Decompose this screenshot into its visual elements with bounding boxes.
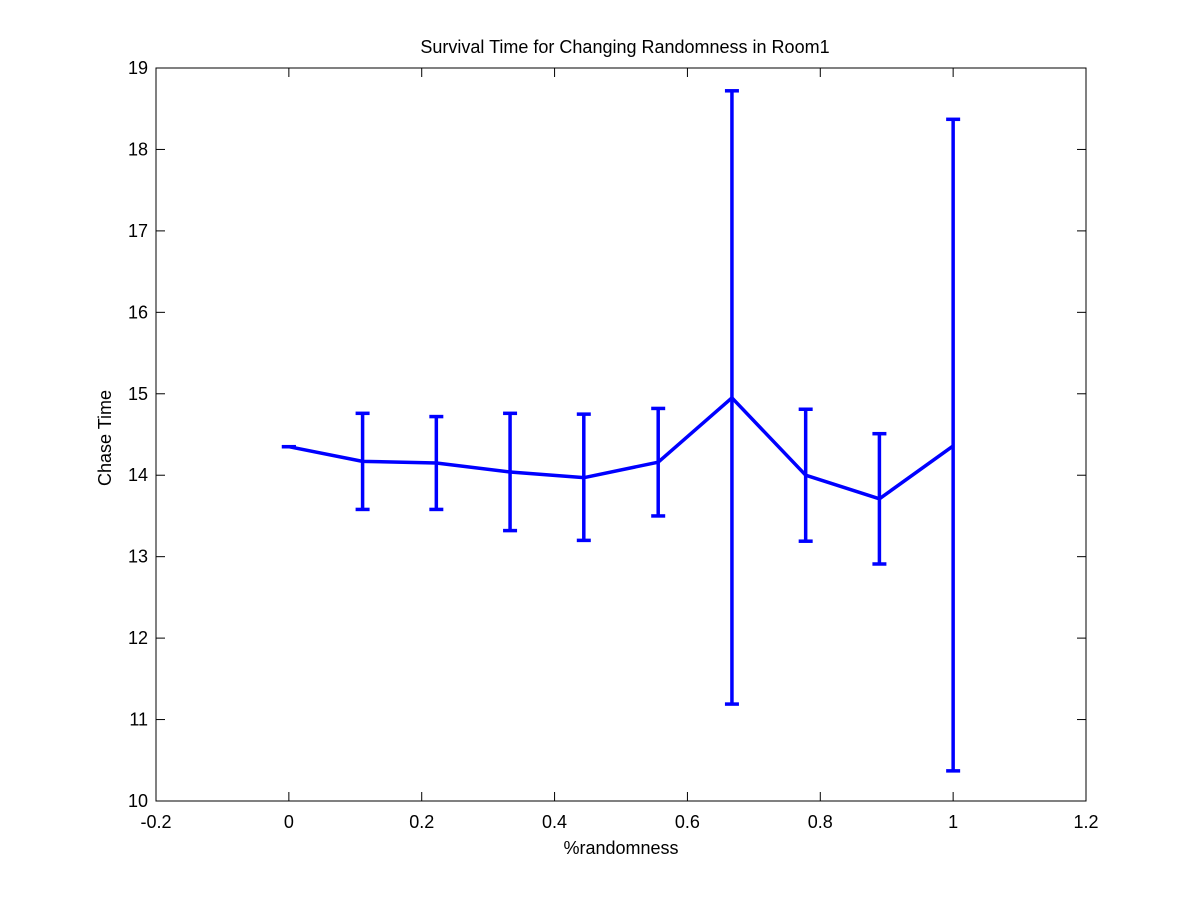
y-tick-label: 15 xyxy=(128,384,148,404)
y-axis-title: Chase Time xyxy=(95,390,115,486)
y-tick-label: 14 xyxy=(128,465,148,485)
y-tick-label: 10 xyxy=(128,791,148,811)
chart-title: Survival Time for Changing Randomness in… xyxy=(420,37,829,57)
y-tick-label: 13 xyxy=(128,547,148,567)
y-tick-label: 19 xyxy=(128,58,148,78)
x-tick-label: 0.8 xyxy=(808,812,833,832)
plot-area xyxy=(281,89,961,773)
y-tick-label: 11 xyxy=(129,710,148,730)
series-line xyxy=(288,396,955,501)
x-tick-label: 0.2 xyxy=(409,812,434,832)
y-tick-label: 16 xyxy=(128,302,148,322)
x-tick-label: 0.6 xyxy=(675,812,700,832)
x-tick-label: 0 xyxy=(284,812,294,832)
axes-box xyxy=(155,67,1087,802)
x-tick-label: -0.2 xyxy=(140,812,171,832)
y-tick-label: 18 xyxy=(128,139,148,159)
x-tick-label: 1 xyxy=(948,812,958,832)
y-tick-label: 17 xyxy=(128,221,148,241)
x-tick-label: 0.4 xyxy=(542,812,567,832)
x-axis-title: %randomness xyxy=(563,838,678,858)
axes: -0.2 0 0.2 0.4 0.6 0.8 1 1.2 10 11 12 13 14 15 16 17 18 1… xyxy=(128,58,1099,832)
x-tick-label: 1.2 xyxy=(1073,812,1098,832)
y-tick-label: 12 xyxy=(128,628,148,648)
